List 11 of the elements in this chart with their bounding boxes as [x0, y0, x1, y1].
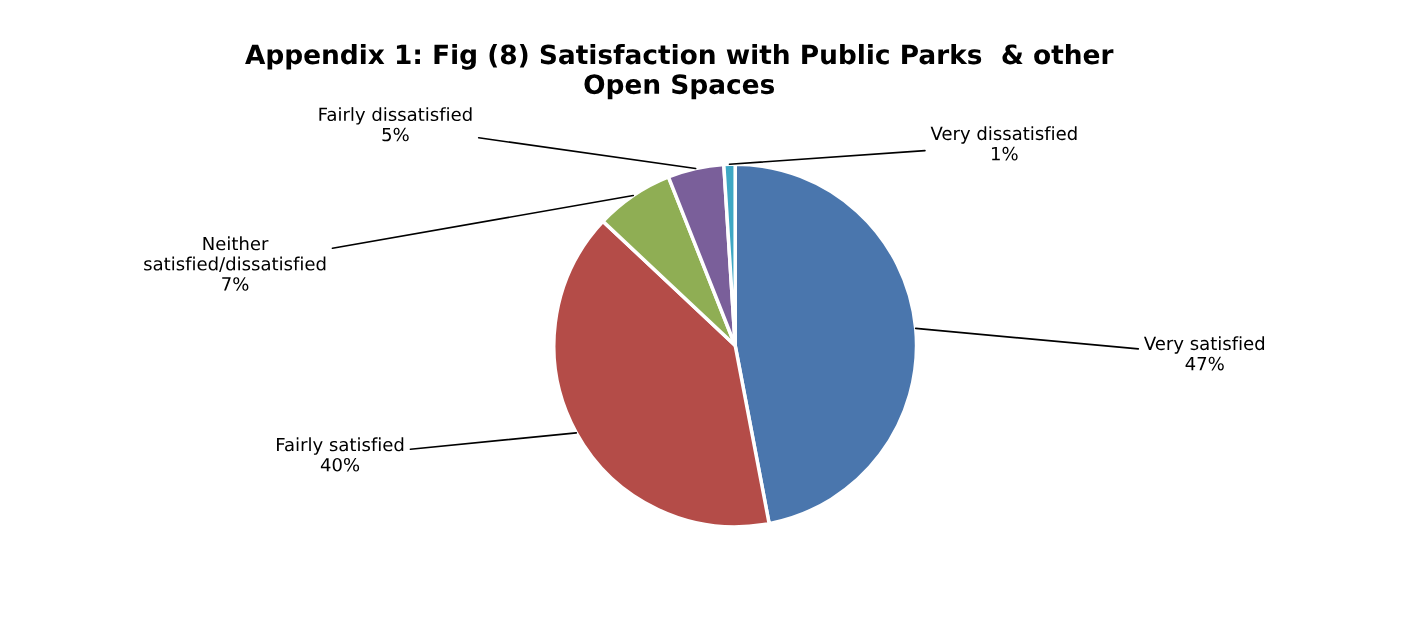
slice-label: Very satisfied [1143, 336, 1265, 354]
slice-label: Neither satisfied/dissatisfied [144, 236, 326, 272]
chart-title: Appendix 1: Fig (8) Satisfaction with Public Parks & other Open Spaces [245, 43, 1114, 100]
data-label: 7% [222, 277, 249, 291]
slice-label: Very dissatisfied [930, 126, 1077, 144]
data-label: 5% [382, 127, 409, 142]
data-label: 1% [991, 146, 1018, 161]
data-label: 40% [320, 457, 360, 472]
slice-label: Fairly dissatisfied [319, 107, 472, 125]
slice-label: Fairly satisfied [277, 437, 404, 455]
data-label: 47% [1185, 356, 1224, 371]
